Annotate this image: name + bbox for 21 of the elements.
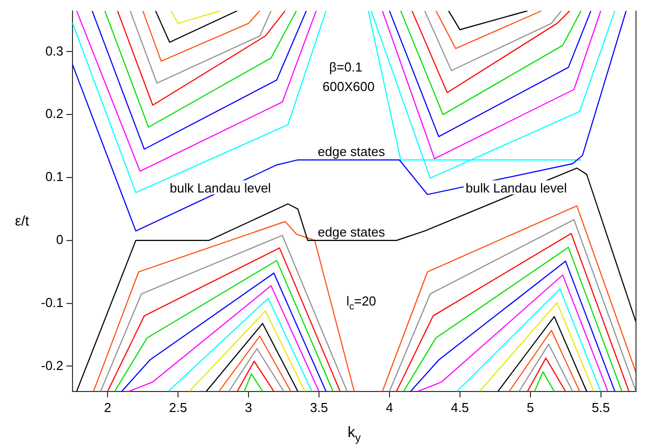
y-tick-label: 0.3 bbox=[45, 43, 64, 58]
annotation: bulk Landau level bbox=[466, 180, 567, 196]
annotation: bulk Landau level bbox=[170, 180, 272, 196]
x-tick-label: 2.5 bbox=[169, 400, 188, 415]
x-tick-label: 3.5 bbox=[310, 400, 328, 415]
x-tick-label: 5 bbox=[526, 400, 534, 415]
x-tick-label: 5.5 bbox=[592, 400, 610, 415]
y-tick-label: -0.2 bbox=[40, 358, 64, 373]
x-tick-label: 2 bbox=[104, 400, 112, 415]
y-tick-label: -0.1 bbox=[40, 294, 64, 310]
annotation: 600X600 bbox=[322, 79, 375, 94]
annotation: edge states bbox=[318, 144, 386, 159]
y-tick-label: 0 bbox=[56, 232, 64, 247]
annotation: β=0.1 bbox=[329, 60, 362, 75]
y-axis-title: ε/t bbox=[14, 212, 30, 228]
y-tick-label: 0.1 bbox=[45, 169, 64, 184]
x-tick-label: 4 bbox=[386, 400, 394, 415]
annotation: edge states bbox=[318, 224, 386, 240]
x-tick-label: 3 bbox=[244, 400, 252, 415]
y-tick-label: 0.2 bbox=[45, 106, 64, 122]
x-tick-label: 4.5 bbox=[450, 400, 469, 415]
